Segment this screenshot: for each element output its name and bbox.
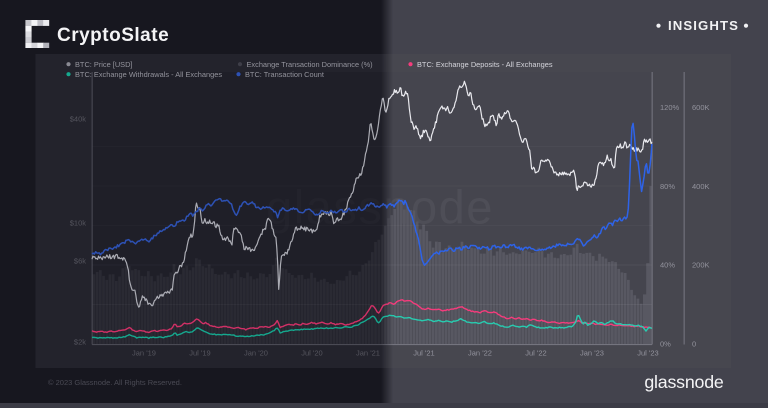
svg-text:BTC: Transaction Count: BTC: Transaction Count [245, 70, 324, 79]
svg-text:400K: 400K [692, 182, 710, 191]
svg-text:0: 0 [692, 340, 696, 349]
svg-text:Jul '21: Jul '21 [413, 349, 434, 358]
svg-text:BTC: Exchange Deposits - All E: BTC: Exchange Deposits - All Exchanges [417, 60, 553, 69]
svg-text:$40k: $40k [70, 115, 87, 124]
svg-text:Jul '19: Jul '19 [189, 349, 210, 358]
svg-text:Jan '23: Jan '23 [580, 349, 604, 358]
svg-text:© 2023 Glassnode. All Rights R: © 2023 Glassnode. All Rights Reserved. [48, 378, 182, 387]
svg-text:Jan '21: Jan '21 [356, 349, 380, 358]
svg-text:120%: 120% [660, 103, 680, 112]
svg-text:$6k: $6k [74, 257, 86, 266]
svg-text:Jul '22: Jul '22 [525, 349, 546, 358]
svg-text:40%: 40% [660, 261, 675, 270]
svg-text:200K: 200K [692, 261, 710, 270]
svg-text:BTC: Price [USD]: BTC: Price [USD] [75, 60, 133, 69]
svg-text:BTC: Exchange Withdrawals - Al: BTC: Exchange Withdrawals - All Exchange… [75, 70, 222, 79]
svg-text:$2k: $2k [74, 338, 86, 347]
svg-text:Jan '22: Jan '22 [468, 349, 492, 358]
svg-text:600K: 600K [692, 103, 710, 112]
svg-text:Jul '20: Jul '20 [301, 349, 322, 358]
svg-text:$10k: $10k [70, 219, 87, 228]
svg-text:Jul '23: Jul '23 [637, 349, 658, 358]
svg-text:Jan '20: Jan '20 [244, 349, 268, 358]
svg-text:80%: 80% [660, 182, 675, 191]
svg-text:0%: 0% [660, 340, 671, 349]
svg-text:CryptoSlate: CryptoSlate [57, 25, 169, 46]
svg-text:Jan '19: Jan '19 [132, 349, 156, 358]
svg-text:Exchange Transaction Dominance: Exchange Transaction Dominance (%) [247, 60, 373, 69]
